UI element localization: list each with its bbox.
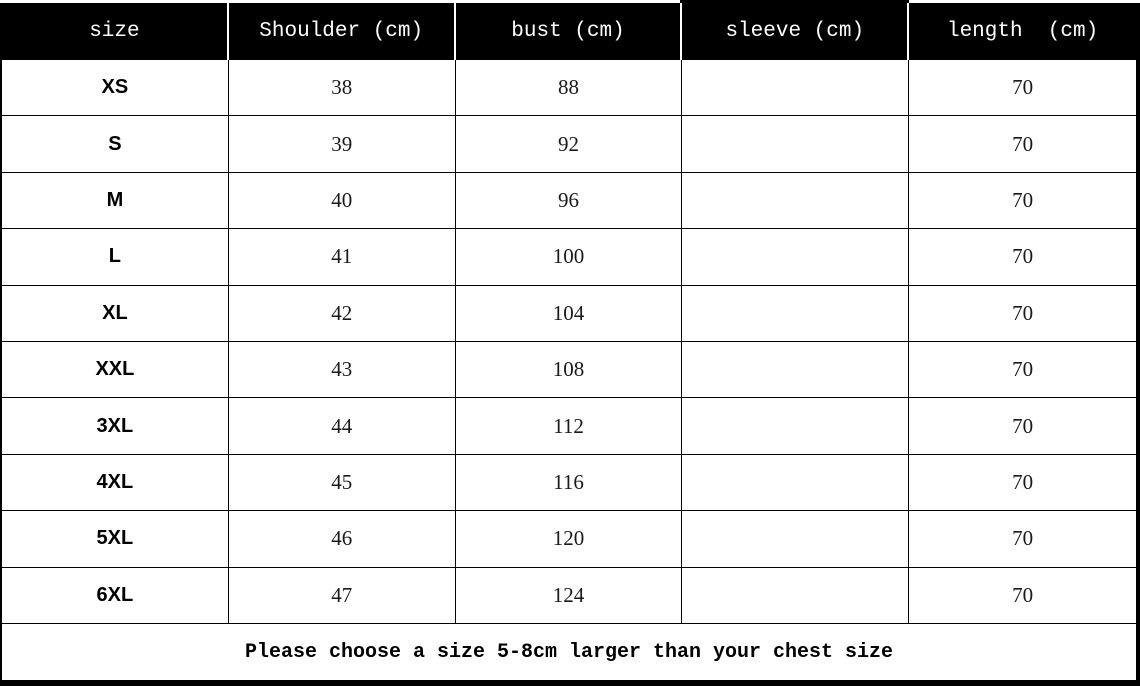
bust-value: 100 (455, 229, 683, 286)
table-row-l: L 41 100 70 (2, 229, 1136, 286)
size-label: XS (2, 60, 229, 117)
table-row-xxl: XXL 43 108 70 (2, 341, 1136, 399)
header-row: size Shoulder (cm) bust (cm) sleeve (cm)… (2, 0, 1136, 60)
length-value: 70 (909, 116, 1136, 173)
length-value: 70 (909, 60, 1136, 117)
length-value: 70 (909, 229, 1136, 286)
bust-value: 92 (455, 116, 683, 173)
bust-value: 104 (455, 285, 683, 342)
sleeve-value (682, 567, 910, 624)
shoulder-value: 38 (228, 60, 456, 117)
table-row-xl: XL 42 104 70 (2, 285, 1136, 342)
header-length: length (cm) (909, 3, 1136, 60)
header-bust: bust (cm) (455, 3, 683, 60)
shoulder-value: 41 (228, 229, 456, 286)
size-advice-note: Please choose a size 5-8cm larger than y… (2, 624, 1136, 680)
length-value: 70 (909, 511, 1136, 568)
bust-value: 96 (455, 172, 683, 230)
sleeve-value (682, 398, 910, 455)
bust-value: 88 (455, 60, 683, 117)
sleeve-value (682, 454, 910, 512)
sleeve-value (682, 511, 910, 568)
size-label: 5XL (2, 511, 229, 568)
shoulder-value: 44 (228, 398, 456, 455)
shoulder-value: 47 (228, 567, 456, 624)
shoulder-value: 39 (228, 116, 456, 173)
sleeve-value (682, 341, 910, 399)
header-shoulder: Shoulder (cm) (228, 3, 456, 60)
bust-value: 108 (455, 341, 683, 399)
shoulder-value: 40 (228, 172, 456, 230)
size-label: 3XL (2, 398, 229, 455)
header-sleeve: sleeve (cm) (680, 0, 910, 60)
sleeve-value (682, 116, 910, 173)
sleeve-value (682, 172, 910, 230)
shoulder-value: 42 (228, 285, 456, 342)
table-row-s: S 39 92 70 (2, 116, 1136, 173)
bust-value: 120 (455, 511, 683, 568)
size-label: L (2, 229, 229, 286)
sleeve-value (682, 285, 910, 342)
sleeve-value (682, 60, 910, 117)
shoulder-value: 45 (228, 454, 456, 512)
bust-value: 112 (455, 398, 683, 455)
bust-value: 116 (455, 454, 683, 512)
table-row-3xl: 3XL 44 112 70 (2, 398, 1136, 455)
length-value: 70 (909, 398, 1136, 455)
size-label: 6XL (2, 567, 229, 624)
table-row-5xl: 5XL 46 120 70 (2, 511, 1136, 568)
length-value: 70 (909, 567, 1136, 624)
shoulder-value: 43 (228, 341, 456, 399)
table-row-6xl: 6XL 47 124 70 (2, 567, 1136, 624)
length-value: 70 (909, 172, 1136, 230)
length-value: 70 (909, 454, 1136, 512)
sleeve-value (682, 229, 910, 286)
header-size: size (2, 3, 229, 60)
size-label: XL (2, 285, 229, 342)
size-label: XXL (2, 341, 229, 399)
bust-value: 124 (455, 567, 683, 624)
table-row-m: M 40 96 70 (2, 172, 1136, 230)
table-row-xs: XS 38 88 70 (2, 60, 1136, 117)
table-row-4xl: 4XL 45 116 70 (2, 454, 1136, 512)
length-value: 70 (909, 285, 1136, 342)
shoulder-value: 46 (228, 511, 456, 568)
size-label: S (2, 116, 229, 173)
footnote-row: Please choose a size 5-8cm larger than y… (2, 624, 1136, 680)
size-label: M (2, 172, 229, 230)
size-label: 4XL (2, 454, 229, 512)
length-value: 70 (909, 341, 1136, 399)
